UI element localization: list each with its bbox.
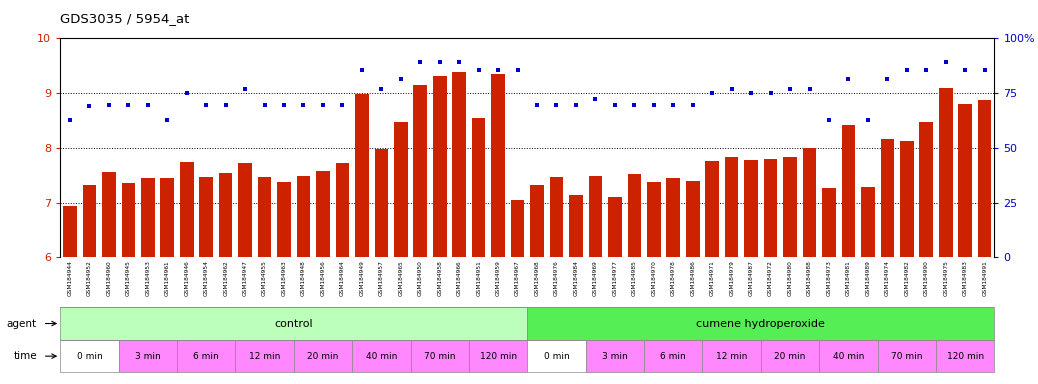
Bar <box>589 176 602 257</box>
Text: 12 min: 12 min <box>249 352 280 361</box>
Bar <box>60 340 118 372</box>
Bar <box>453 72 466 257</box>
Bar <box>877 340 936 372</box>
Bar <box>802 148 816 257</box>
Bar <box>413 85 427 257</box>
Text: 12 min: 12 min <box>716 352 747 361</box>
Text: 70 min: 70 min <box>891 352 923 361</box>
Bar <box>585 340 644 372</box>
Text: 0 min: 0 min <box>544 352 570 361</box>
Bar <box>530 184 544 257</box>
Bar <box>784 157 797 257</box>
Bar <box>703 340 761 372</box>
Text: time: time <box>13 351 37 361</box>
Bar <box>862 187 875 257</box>
Bar <box>550 177 564 257</box>
Bar <box>686 181 700 257</box>
Bar <box>666 179 680 257</box>
Text: 0 min: 0 min <box>77 352 103 361</box>
Bar <box>297 176 310 257</box>
Bar <box>936 340 994 372</box>
Text: 70 min: 70 min <box>424 352 456 361</box>
Bar <box>644 340 703 372</box>
Bar <box>569 195 582 257</box>
Bar <box>608 197 622 257</box>
Bar <box>161 179 174 257</box>
Bar <box>63 206 77 257</box>
Text: agent: agent <box>6 318 37 329</box>
Text: 20 min: 20 min <box>307 352 338 361</box>
Bar <box>60 307 527 340</box>
Bar <box>628 174 641 257</box>
Bar <box>219 173 233 257</box>
Bar <box>83 185 97 257</box>
Bar <box>257 177 271 257</box>
Bar <box>822 188 836 257</box>
Text: 3 min: 3 min <box>602 352 628 361</box>
Bar <box>394 122 408 257</box>
Bar <box>472 118 486 257</box>
Bar <box>180 162 193 257</box>
Bar <box>880 139 894 257</box>
Bar <box>236 340 294 372</box>
Bar <box>121 183 135 257</box>
Text: control: control <box>274 318 313 329</box>
Bar <box>706 161 719 257</box>
Bar <box>900 141 913 257</box>
Bar <box>958 104 972 257</box>
Bar <box>335 163 349 257</box>
Text: 3 min: 3 min <box>135 352 161 361</box>
Bar <box>411 340 469 372</box>
Bar <box>294 340 352 372</box>
Text: 120 min: 120 min <box>480 352 517 361</box>
Bar <box>764 159 777 257</box>
Bar <box>744 160 758 257</box>
Bar <box>352 340 411 372</box>
Bar <box>527 307 994 340</box>
Bar <box>939 88 953 257</box>
Bar <box>176 340 236 372</box>
Text: 120 min: 120 min <box>947 352 984 361</box>
Bar <box>118 340 176 372</box>
Bar <box>102 172 115 257</box>
Bar <box>725 157 738 257</box>
Text: GDS3035 / 5954_at: GDS3035 / 5954_at <box>60 12 190 25</box>
Text: 20 min: 20 min <box>774 352 805 361</box>
Bar <box>511 200 524 257</box>
Bar <box>355 94 368 257</box>
Bar <box>819 340 877 372</box>
Bar <box>239 162 252 257</box>
Text: 6 min: 6 min <box>660 352 686 361</box>
Bar <box>199 177 213 257</box>
Bar <box>317 171 330 257</box>
Bar <box>761 340 819 372</box>
Bar <box>527 340 585 372</box>
Text: 40 min: 40 min <box>365 352 397 361</box>
Bar <box>920 122 933 257</box>
Bar <box>842 126 855 257</box>
Bar <box>978 100 991 257</box>
Bar <box>375 149 388 257</box>
Text: cumene hydroperoxide: cumene hydroperoxide <box>696 318 825 329</box>
Text: 40 min: 40 min <box>832 352 864 361</box>
Bar <box>469 340 527 372</box>
Text: 6 min: 6 min <box>193 352 219 361</box>
Bar <box>433 76 446 257</box>
Bar <box>277 182 291 257</box>
Bar <box>647 182 660 257</box>
Bar <box>141 179 155 257</box>
Bar <box>491 74 504 257</box>
